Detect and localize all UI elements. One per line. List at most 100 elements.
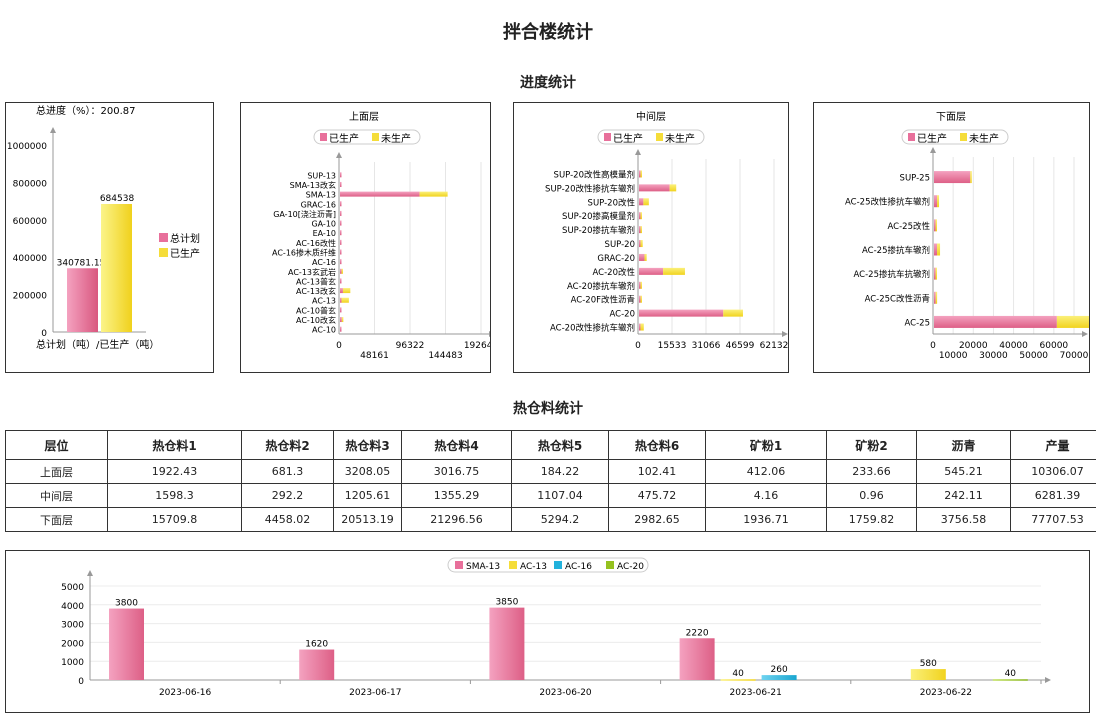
middle-layer-panel: 中间层 已生产 未生产 0 15533 31066 46599 62132 SUP-20改性高模… [513, 102, 789, 373]
chart-title: 总进度（%）：200.87 [36, 104, 136, 117]
legend-swatch [372, 133, 379, 141]
table-cell: 412.06 [705, 459, 827, 484]
legend-item: 已生产 [613, 132, 643, 145]
legend-box [597, 129, 705, 145]
table-cell: 1205.61 [333, 483, 402, 508]
y-tick-label: 0 [78, 677, 84, 687]
bar-unproduced [935, 291, 938, 304]
x-axis-arrow [1082, 331, 1088, 337]
legend-swatch [509, 561, 517, 569]
y-category-label: AC-10普玄 [296, 305, 336, 315]
y-axis-arrow [930, 147, 936, 153]
bar-produced [340, 210, 342, 216]
table-cell: 3016.75 [401, 459, 512, 484]
table-cell: 681.3 [241, 459, 334, 484]
bar-unproduced [342, 288, 351, 294]
x-tick-label: 62132 [760, 341, 788, 351]
y-tick-label: 2000 [61, 639, 84, 649]
bar-produced [340, 317, 342, 323]
legend-box [313, 129, 421, 145]
chart-title: 下面层 [936, 111, 966, 123]
data-label: 1620 [305, 640, 328, 650]
legend-swatch [656, 133, 663, 141]
table-cell: 1598.3 [107, 483, 242, 508]
x-axis-arrow [489, 331, 495, 337]
x-tick-label: 50000 [1019, 351, 1048, 361]
bar-unproduced [640, 281, 642, 289]
x-tick-label: 70000 [1060, 351, 1089, 361]
bar [761, 675, 797, 680]
table-cell: 545.21 [916, 459, 1011, 484]
bar-produced [934, 243, 938, 256]
table-cell: 292.2 [241, 483, 334, 508]
bar-unproduced [640, 295, 642, 303]
y-category-label: AC-20 [610, 310, 635, 320]
column-header: 沥青 [916, 430, 1011, 460]
data-label: 3800 [115, 599, 138, 609]
y-tick-label: 600000 [13, 217, 48, 227]
legend-item: 已生产 [170, 247, 200, 260]
x-tick-label: 31066 [692, 341, 721, 351]
table-cell: 1759.82 [826, 507, 917, 532]
x-tick-label: 30000 [979, 351, 1008, 361]
legend-item: AC-20 [617, 562, 644, 572]
bar-unproduced [644, 253, 647, 261]
bar-produced [639, 170, 641, 178]
y-category-label: AC-13玄武岩 [288, 267, 336, 277]
x-tick-label: 192644 [464, 341, 490, 351]
table-cell: 102.41 [608, 459, 706, 484]
bar-produced [340, 230, 342, 236]
bar [910, 669, 946, 680]
bar [992, 679, 1028, 681]
legend-item: AC-16 [565, 562, 592, 572]
y-category-label: AC-13改玄 [296, 286, 336, 296]
bar-produced [639, 309, 724, 317]
y-category-label: AC-13 [312, 297, 336, 306]
bar-produced [639, 198, 644, 206]
y-category-label: SMA-13改玄 [290, 180, 336, 190]
data-label: 684538 [100, 194, 135, 204]
x-tick-label: 2023-06-22 [920, 688, 972, 698]
column-header: 热仓料6 [608, 430, 706, 460]
y-category-label: GA-10 [311, 220, 336, 229]
bar-produced [639, 323, 641, 331]
x-tick-label: 60000 [1040, 341, 1069, 351]
y-axis-arrow [635, 149, 641, 155]
bar-produced [639, 184, 670, 192]
legend-item: 已生产 [917, 132, 947, 145]
bar-unproduced [937, 195, 940, 208]
y-category-label: AC-10改玄 [296, 315, 336, 325]
bar-unproduced [970, 171, 972, 184]
overall-progress-panel: 总进度（%）：200.87 0 200000 400000 600000 800000 10… [5, 102, 214, 373]
bar-produced [934, 267, 936, 280]
y-category-label: AC-25改性掺抗车辙剂 [845, 197, 930, 208]
bar-produced [340, 288, 343, 294]
table-cell: 1107.04 [511, 483, 609, 508]
bar-produced [340, 172, 342, 178]
x-tick-label: 46599 [726, 341, 755, 351]
table-cell: 1922.43 [107, 459, 242, 484]
y-tick-label: 4000 [61, 602, 84, 612]
y-category-label: GRAC-20 [597, 254, 635, 264]
x-tick-label: 0 [635, 341, 641, 351]
y-category-label: AC-16改性 [296, 238, 336, 248]
bar [101, 203, 132, 332]
legend-swatch [908, 133, 915, 141]
y-category-label: SUP-25 [900, 174, 930, 184]
bar-produced [340, 278, 342, 284]
y-category-label: SUP-20改性掺抗车辙剂 [545, 183, 635, 194]
bar-produced [639, 212, 641, 220]
bar-unproduced [663, 267, 685, 275]
bar-unproduced [341, 268, 343, 274]
table-cell: 5294.2 [511, 507, 609, 532]
y-category-label: GRAC-16 [301, 200, 336, 209]
legend-box [447, 557, 649, 573]
bar [720, 679, 756, 681]
bar-produced [639, 226, 641, 234]
legend-item: AC-13 [520, 562, 547, 572]
y-tick-label: 800000 [13, 179, 48, 189]
bar-unproduced [935, 267, 937, 280]
y-category-label: AC-13普玄 [296, 276, 336, 286]
bar-unproduced [723, 309, 743, 317]
